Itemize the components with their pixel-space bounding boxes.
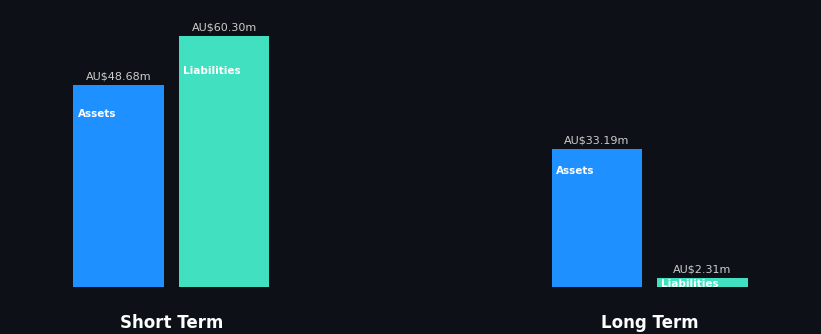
Bar: [179, 36, 269, 287]
Text: Assets: Assets: [78, 109, 117, 119]
Text: Assets: Assets: [557, 166, 594, 176]
Text: AU$48.68m: AU$48.68m: [86, 71, 152, 81]
Text: AU$2.31m: AU$2.31m: [673, 264, 732, 274]
Bar: [657, 278, 747, 287]
Text: AU$33.19m: AU$33.19m: [564, 136, 630, 146]
Text: Liabilities: Liabilities: [662, 279, 719, 289]
Text: Long Term: Long Term: [601, 314, 699, 332]
Bar: [74, 85, 164, 287]
Bar: [552, 149, 642, 287]
Text: Short Term: Short Term: [120, 314, 223, 332]
Text: AU$60.30m: AU$60.30m: [191, 23, 257, 33]
Text: Liabilities: Liabilities: [183, 66, 241, 76]
